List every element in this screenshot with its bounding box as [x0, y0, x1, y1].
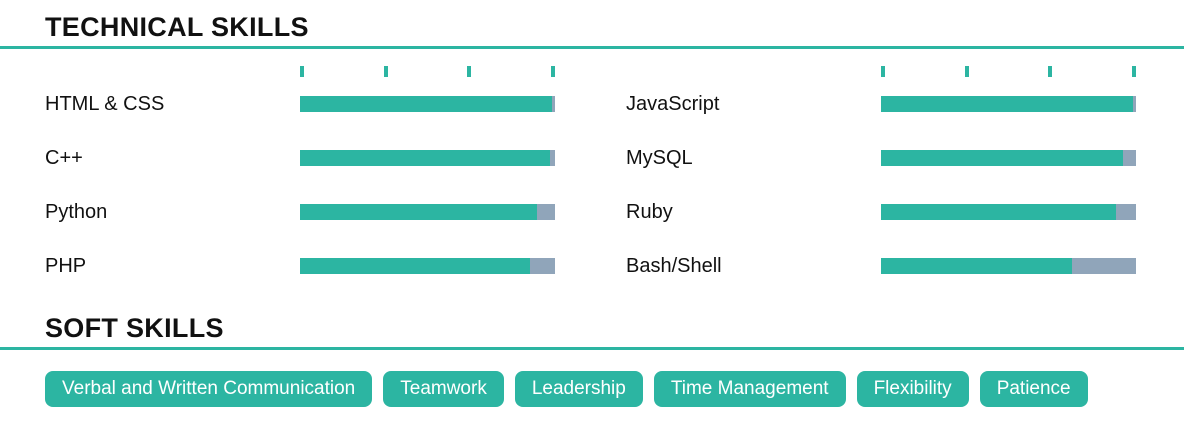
soft-skills-title: SOFT SKILLS: [45, 313, 224, 343]
skill-bar-track: [881, 204, 1136, 220]
soft-skill-tag: Patience: [979, 371, 1088, 407]
scale-tick-icon: [383, 66, 388, 77]
skills-column-1: HTML & CSS C++ Python PHP: [45, 66, 555, 293]
skill-bar-track: [300, 204, 555, 220]
technical-skills-grid: HTML & CSS C++ Python PHP JavaScript MySQL Rub…: [0, 49, 1184, 293]
technical-skills-section: TECHNICAL SKILLS HTML & CSS C++ Python PHP J…: [0, 12, 1184, 293]
skill-bar-track: [881, 96, 1136, 112]
soft-skills-section: SOFT SKILLS Verbal and Written Communica…: [0, 313, 1184, 407]
skill-bar-track: [881, 258, 1136, 274]
skill-label: JavaScript: [626, 93, 720, 115]
scale-tick-icon: [881, 66, 885, 77]
tick-row-spacer: [45, 66, 300, 77]
skill-bar-fill: [300, 96, 553, 112]
tick-row-spacer: [626, 66, 881, 77]
scale-tick-icon: [964, 66, 969, 77]
soft-skills-tag-list: Verbal and Written Communication Teamwork…: [0, 350, 1184, 407]
skill-row: Bash/Shell: [626, 239, 1136, 293]
skill-label: Bash/Shell: [626, 255, 722, 277]
technical-skills-divider: [0, 46, 1184, 49]
soft-skill-tag: Leadership: [514, 371, 643, 407]
skill-label: Ruby: [626, 201, 673, 223]
skill-label: MySQL: [626, 147, 693, 169]
skill-row: MySQL: [626, 131, 1136, 185]
resume-skills-page: TECHNICAL SKILLS HTML & CSS C++ Python PHP J…: [0, 12, 1184, 407]
scale-tick-icon: [1048, 66, 1053, 77]
skill-bar-fill: [881, 204, 1116, 220]
skill-row: Ruby: [626, 185, 1136, 239]
skill-bar-fill: [881, 258, 1073, 274]
soft-skill-tag: Teamwork: [383, 371, 504, 407]
scale-tick-row: [45, 66, 555, 77]
skill-bar-track: [300, 150, 555, 166]
scale-tick-icon: [467, 66, 472, 77]
scale-ticks: [300, 66, 555, 77]
soft-skills-divider: [0, 347, 1184, 350]
skill-row: PHP: [45, 239, 555, 293]
skill-label: C++: [45, 147, 83, 169]
skill-bar-track: [300, 258, 555, 274]
skill-label: HTML & CSS: [45, 93, 165, 115]
skill-bar-track: [881, 150, 1136, 166]
scale-tick-row: [626, 66, 1136, 77]
skill-label: Python: [45, 201, 108, 223]
skill-row: Python: [45, 185, 555, 239]
scale-tick-icon: [550, 66, 555, 77]
skill-row: HTML & CSS: [45, 77, 555, 131]
skill-label: PHP: [45, 255, 87, 277]
skill-bar-track: [300, 96, 555, 112]
scale-ticks: [881, 66, 1136, 77]
soft-skill-tag: Time Management: [653, 371, 846, 407]
skill-bar-fill: [300, 258, 530, 274]
skill-bar-fill: [300, 204, 538, 220]
skill-row: JavaScript: [626, 77, 1136, 131]
soft-skill-tag: Flexibility: [856, 371, 969, 407]
skill-row: C++: [45, 131, 555, 185]
soft-skill-tag: Verbal and Written Communication: [45, 371, 373, 407]
technical-skills-title: TECHNICAL SKILLS: [45, 12, 309, 42]
skill-bar-fill: [300, 150, 550, 166]
scale-tick-icon: [300, 66, 304, 77]
skill-bar-fill: [881, 96, 1134, 112]
skills-column-2: JavaScript MySQL Ruby Bash/Shell: [626, 66, 1136, 293]
skill-bar-fill: [881, 150, 1124, 166]
scale-tick-icon: [1131, 66, 1136, 77]
